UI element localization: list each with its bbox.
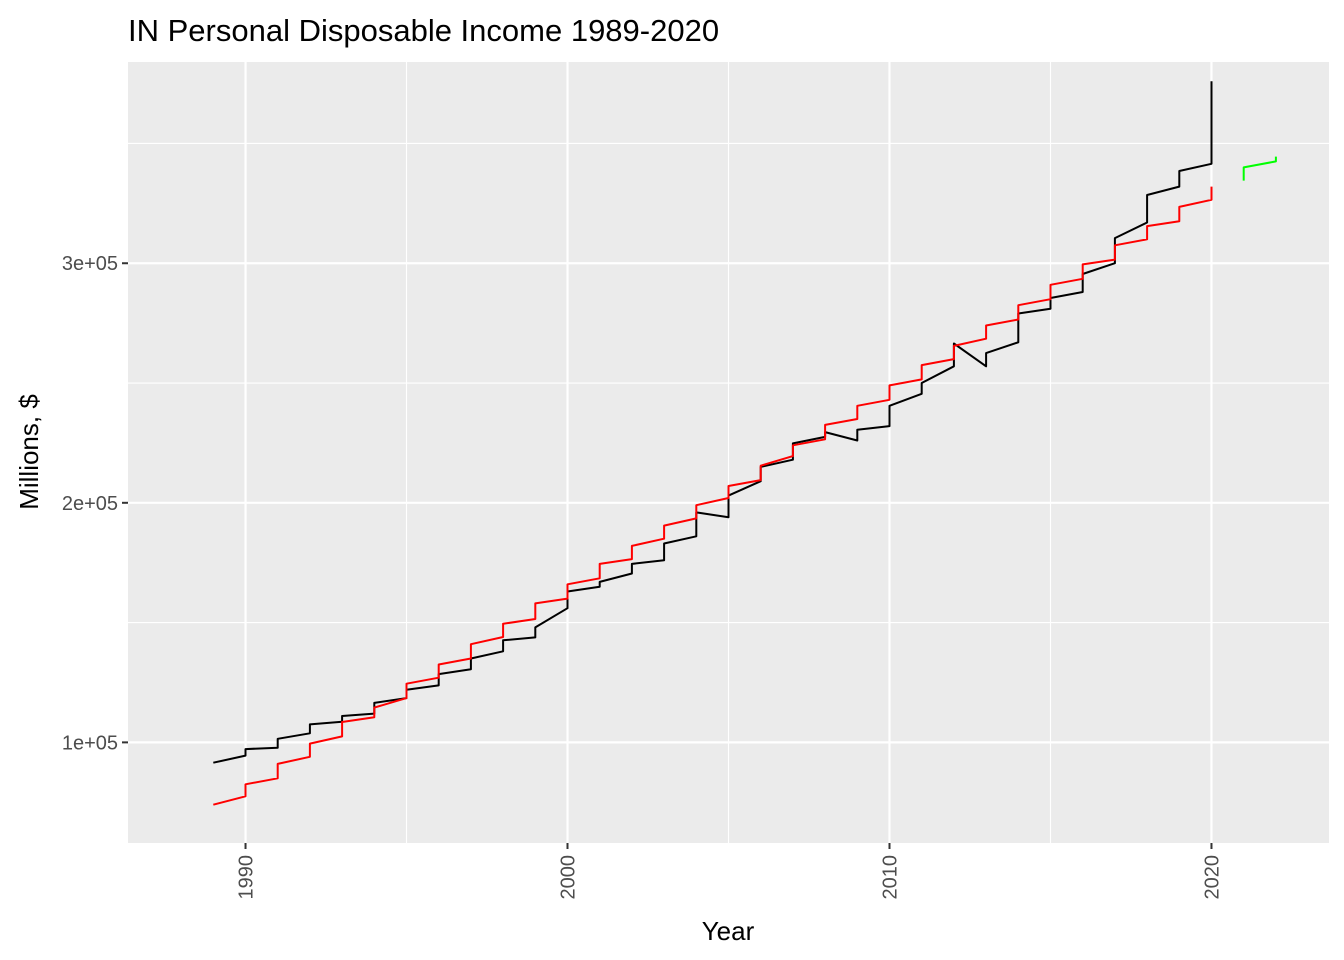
x-tick-label: 2010 — [879, 855, 901, 900]
x-axis: 1990 2000 2010 2020 — [236, 843, 1223, 900]
y-axis-title: Millions, $ — [14, 394, 44, 510]
x-tick-label: 2000 — [558, 855, 580, 900]
series-layer — [213, 81, 1277, 806]
y-tick-label: 3e+05 — [62, 253, 118, 275]
grid-minor — [128, 62, 1329, 843]
x-tick-label: 2020 — [1201, 855, 1223, 900]
y-axis: 1e+05 2e+05 3e+05 — [62, 253, 128, 754]
x-axis-title: Year — [702, 916, 755, 946]
y-tick-label: 1e+05 — [62, 732, 118, 754]
series-line-2 — [213, 186, 1213, 806]
series-line-3 — [1242, 156, 1277, 181]
grid-major — [128, 62, 1329, 843]
y-tick-label: 2e+05 — [62, 493, 118, 515]
series-line-1 — [213, 81, 1213, 764]
x-tick-label: 1990 — [236, 855, 258, 900]
chart-title: IN Personal Disposable Income 1989-2020 — [128, 13, 719, 48]
